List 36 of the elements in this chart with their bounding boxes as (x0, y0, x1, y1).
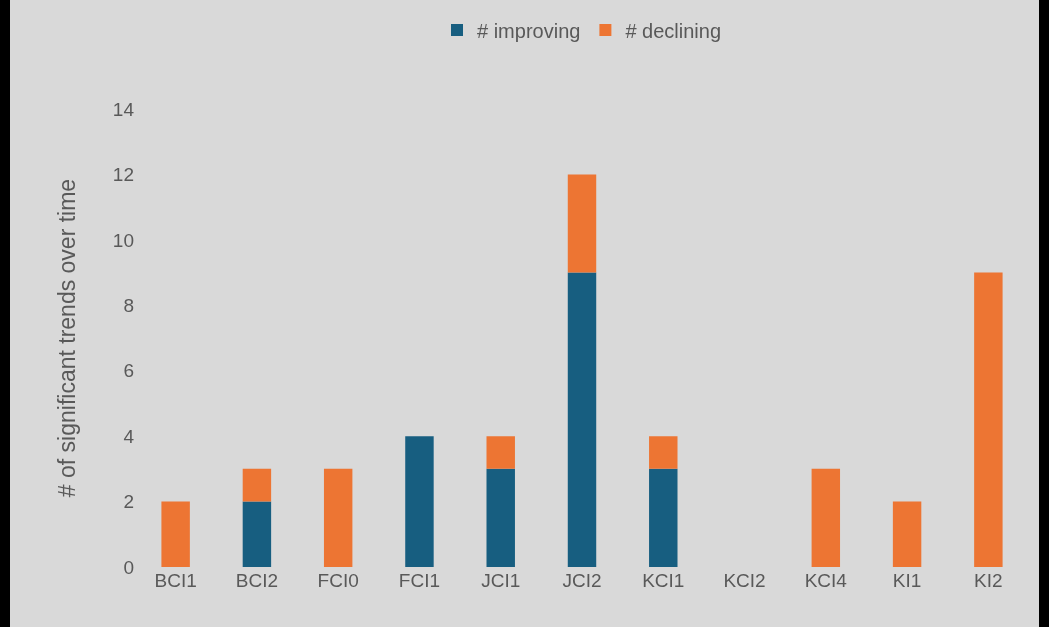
x-tick-label: JCI1 (481, 570, 521, 591)
y-tick-label: 2 (123, 491, 134, 513)
x-tick-label: KCI4 (804, 570, 848, 591)
legend-label: # declining (625, 19, 722, 42)
bar (811, 468, 841, 567)
bar (323, 468, 353, 567)
y-tick-label: 12 (112, 164, 134, 186)
x-tick-label: FCI0 (317, 570, 359, 591)
bar (567, 272, 597, 567)
x-tick-label: KI1 (892, 570, 922, 591)
y-tick-label: 4 (123, 425, 135, 447)
legend-label: # improving (477, 19, 581, 42)
y-tick-label: 6 (123, 360, 134, 382)
bar (486, 436, 515, 469)
x-tick-label: BCI2 (235, 570, 279, 591)
bar (567, 174, 597, 273)
y-tick-label: 8 (123, 294, 134, 316)
bar (405, 436, 434, 567)
bar (242, 468, 272, 502)
bar (974, 272, 1003, 567)
x-tick-label: FCI1 (398, 570, 441, 591)
y-tick-label: 0 (123, 556, 134, 578)
y-tick-label: 14 (112, 98, 135, 120)
y-axis-title: # of significant trends over time (54, 178, 81, 498)
y-tick-label: 10 (112, 229, 134, 251)
x-tick-label: KI2 (974, 570, 1003, 591)
bar (486, 468, 515, 567)
x-tick-label: JCI2 (562, 570, 602, 591)
bar (242, 501, 272, 567)
x-tick-label: KCI2 (723, 570, 766, 591)
bar (649, 468, 678, 567)
bar (892, 501, 922, 567)
bar (161, 501, 190, 567)
x-tick-label: KCI1 (642, 570, 685, 591)
bar (649, 436, 678, 469)
x-tick-label: BCI1 (154, 570, 197, 591)
